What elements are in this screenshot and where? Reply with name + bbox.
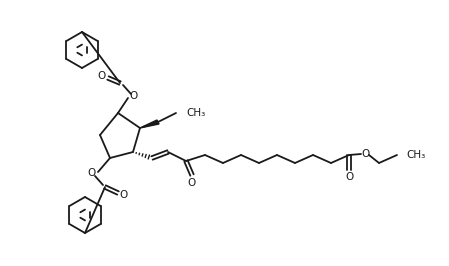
Text: CH₃: CH₃ <box>406 150 425 160</box>
Text: O: O <box>98 71 106 81</box>
Text: O: O <box>188 178 196 188</box>
Text: CH₃: CH₃ <box>186 108 205 118</box>
Text: O: O <box>345 172 353 182</box>
Polygon shape <box>140 120 159 128</box>
Text: O: O <box>88 168 96 178</box>
Text: O: O <box>120 190 128 200</box>
Text: O: O <box>129 91 137 101</box>
Text: O: O <box>361 149 369 159</box>
